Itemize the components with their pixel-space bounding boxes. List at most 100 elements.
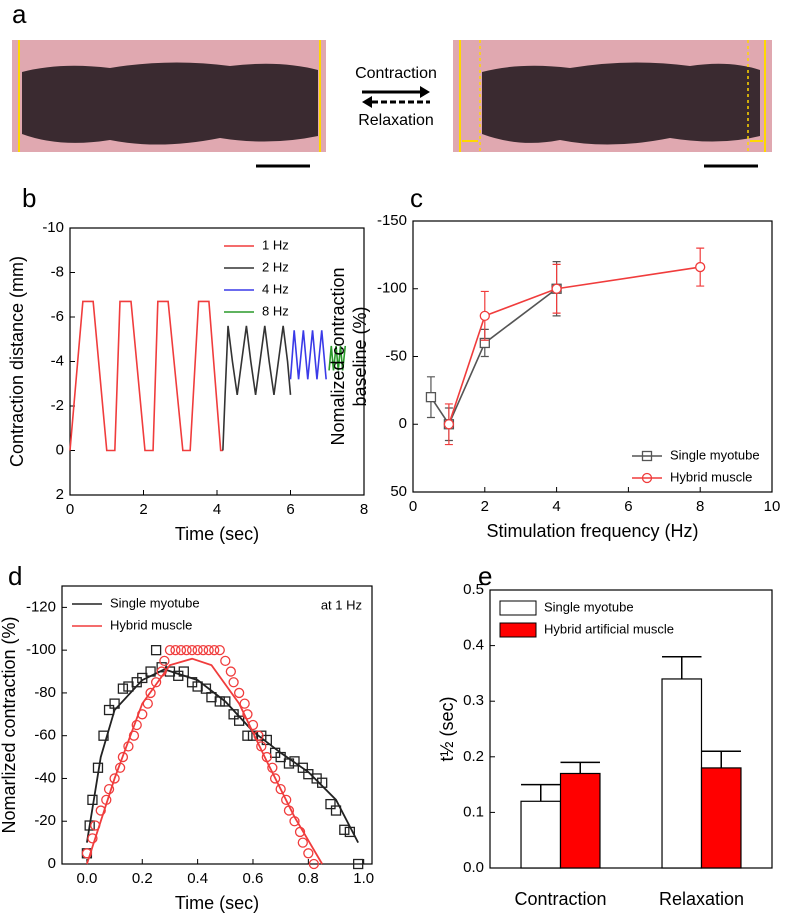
data-point (192, 681, 203, 692)
y-tick-label: -150 (377, 212, 407, 229)
panel-label: e (478, 561, 492, 591)
y-tick-label: -4 (51, 352, 64, 369)
data-point (443, 419, 455, 430)
y-tick-label: 0.2 (463, 748, 484, 765)
y-axis-label: Nomarlized contraction (%) (0, 616, 19, 833)
legend-label: 8 Hz (262, 303, 289, 318)
y-tick-label: -2 (51, 397, 64, 414)
data-line (222, 325, 292, 451)
data-point (297, 837, 308, 848)
y-tick-label: 0.3 (463, 692, 484, 709)
data-point (325, 798, 336, 810)
data-point (303, 848, 314, 859)
legend-label: 4 Hz (262, 281, 289, 296)
data-point (220, 655, 231, 666)
data-line (448, 266, 701, 425)
y-tick-label: 0.0 (463, 859, 484, 876)
data-point (117, 751, 129, 763)
panel-label: a (12, 0, 27, 29)
data-point (164, 645, 176, 656)
error-bar (701, 750, 741, 768)
y-tick-label: -100 (26, 641, 56, 658)
legend-label: Single myotube (670, 447, 760, 462)
data-point (695, 261, 706, 273)
bar (700, 767, 742, 869)
y-tick-label: -120 (26, 598, 56, 615)
x-tick-label: 0.2 (132, 870, 153, 887)
x-tick-label: 2 (139, 501, 147, 518)
x-tick-label: 4 (213, 501, 221, 518)
data-point (297, 762, 308, 773)
data-point (87, 833, 98, 844)
data-point (95, 805, 106, 816)
data-point (109, 773, 120, 784)
y-tick-label: 0.1 (463, 803, 484, 820)
y-tick-label: -40 (34, 769, 56, 786)
data-point (261, 734, 272, 746)
legend-label: Single myotube (544, 599, 634, 614)
x-tick-label: 8 (360, 501, 368, 518)
plot-frame (61, 585, 373, 865)
x-tick-label: 1.0 (353, 870, 374, 887)
data-point (109, 698, 120, 709)
legend-label: Single myotube (110, 595, 200, 610)
error-bar (662, 655, 702, 679)
legend-label: Hybrid artificial muscle (544, 621, 674, 636)
x-tick-label: 0.4 (187, 870, 208, 887)
legend-label: Hybrid muscle (670, 469, 752, 484)
data-line (328, 345, 347, 371)
data-point (150, 645, 162, 656)
x-tick-label: Relaxation (659, 889, 744, 909)
fit-line (86, 657, 323, 865)
data-point (81, 848, 93, 859)
plot-frame (489, 589, 773, 869)
x-tick-label: 0.8 (298, 870, 319, 887)
y-tick-label: 0.4 (463, 637, 484, 654)
data-point (175, 645, 187, 656)
data-point (242, 709, 253, 720)
data-point (242, 730, 253, 741)
data-line (430, 288, 558, 426)
data-point (289, 756, 300, 767)
y-axis-label: Contraction distance (mm) (7, 256, 27, 467)
photo-left (12, 40, 326, 168)
bar (520, 800, 562, 869)
x-tick-label: 8 (696, 498, 704, 515)
data-point (159, 655, 170, 666)
data-point (330, 805, 342, 816)
y-tick-label: -60 (34, 727, 56, 744)
y-tick-label: 0 (48, 855, 56, 872)
panel-label: d (8, 561, 22, 591)
x-tick-label: 0 (409, 498, 417, 515)
y-tick-label: 50 (390, 483, 407, 500)
y-axis-label: Nomalized contraction (328, 267, 348, 445)
x-axis-label: Time (sec) (175, 524, 259, 544)
y-tick-label: 2 (56, 486, 64, 503)
data-point (98, 730, 109, 741)
bar (559, 772, 601, 869)
data-point (198, 645, 209, 656)
x-tick-label: 6 (624, 498, 632, 515)
data-point (225, 666, 236, 677)
data-line (289, 330, 327, 380)
bar (661, 678, 703, 869)
data-point (186, 645, 198, 656)
legend-marker (641, 472, 653, 484)
data-point (117, 683, 129, 694)
x-tick-label: 6 (286, 501, 294, 518)
data-point (203, 645, 214, 656)
data-point (233, 687, 245, 699)
arrows (362, 86, 430, 108)
data-point (150, 677, 162, 688)
data-point (269, 773, 281, 784)
x-tick-label: 0.0 (76, 870, 97, 887)
data-point (123, 681, 134, 692)
error-bar (521, 783, 561, 802)
data-point (103, 704, 115, 716)
y-tick-label: -20 (34, 812, 56, 829)
data-point (214, 645, 225, 656)
fit-line (86, 668, 359, 844)
y-tick-label: 0 (399, 415, 407, 432)
